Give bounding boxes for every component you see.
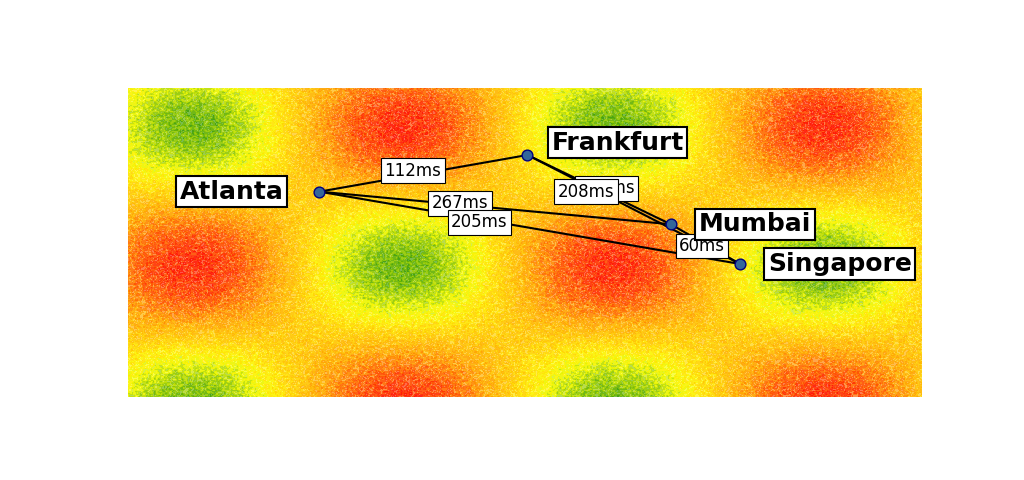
Point	[732, 260, 749, 268]
Text: 267ms: 267ms	[431, 194, 488, 212]
Text: 208ms: 208ms	[558, 182, 614, 201]
Text: Atlanta: Atlanta	[180, 180, 284, 204]
Text: Frankfurt: Frankfurt	[551, 131, 684, 155]
Point	[311, 188, 328, 195]
Text: 154ms: 154ms	[578, 180, 635, 197]
Point	[519, 151, 536, 159]
Text: 112ms: 112ms	[385, 162, 441, 180]
Text: Mumbai: Mumbai	[698, 212, 811, 236]
Text: 205ms: 205ms	[451, 213, 508, 231]
Text: Singapore: Singapore	[768, 252, 911, 276]
Point	[663, 220, 679, 228]
Text: 60ms: 60ms	[679, 237, 725, 255]
